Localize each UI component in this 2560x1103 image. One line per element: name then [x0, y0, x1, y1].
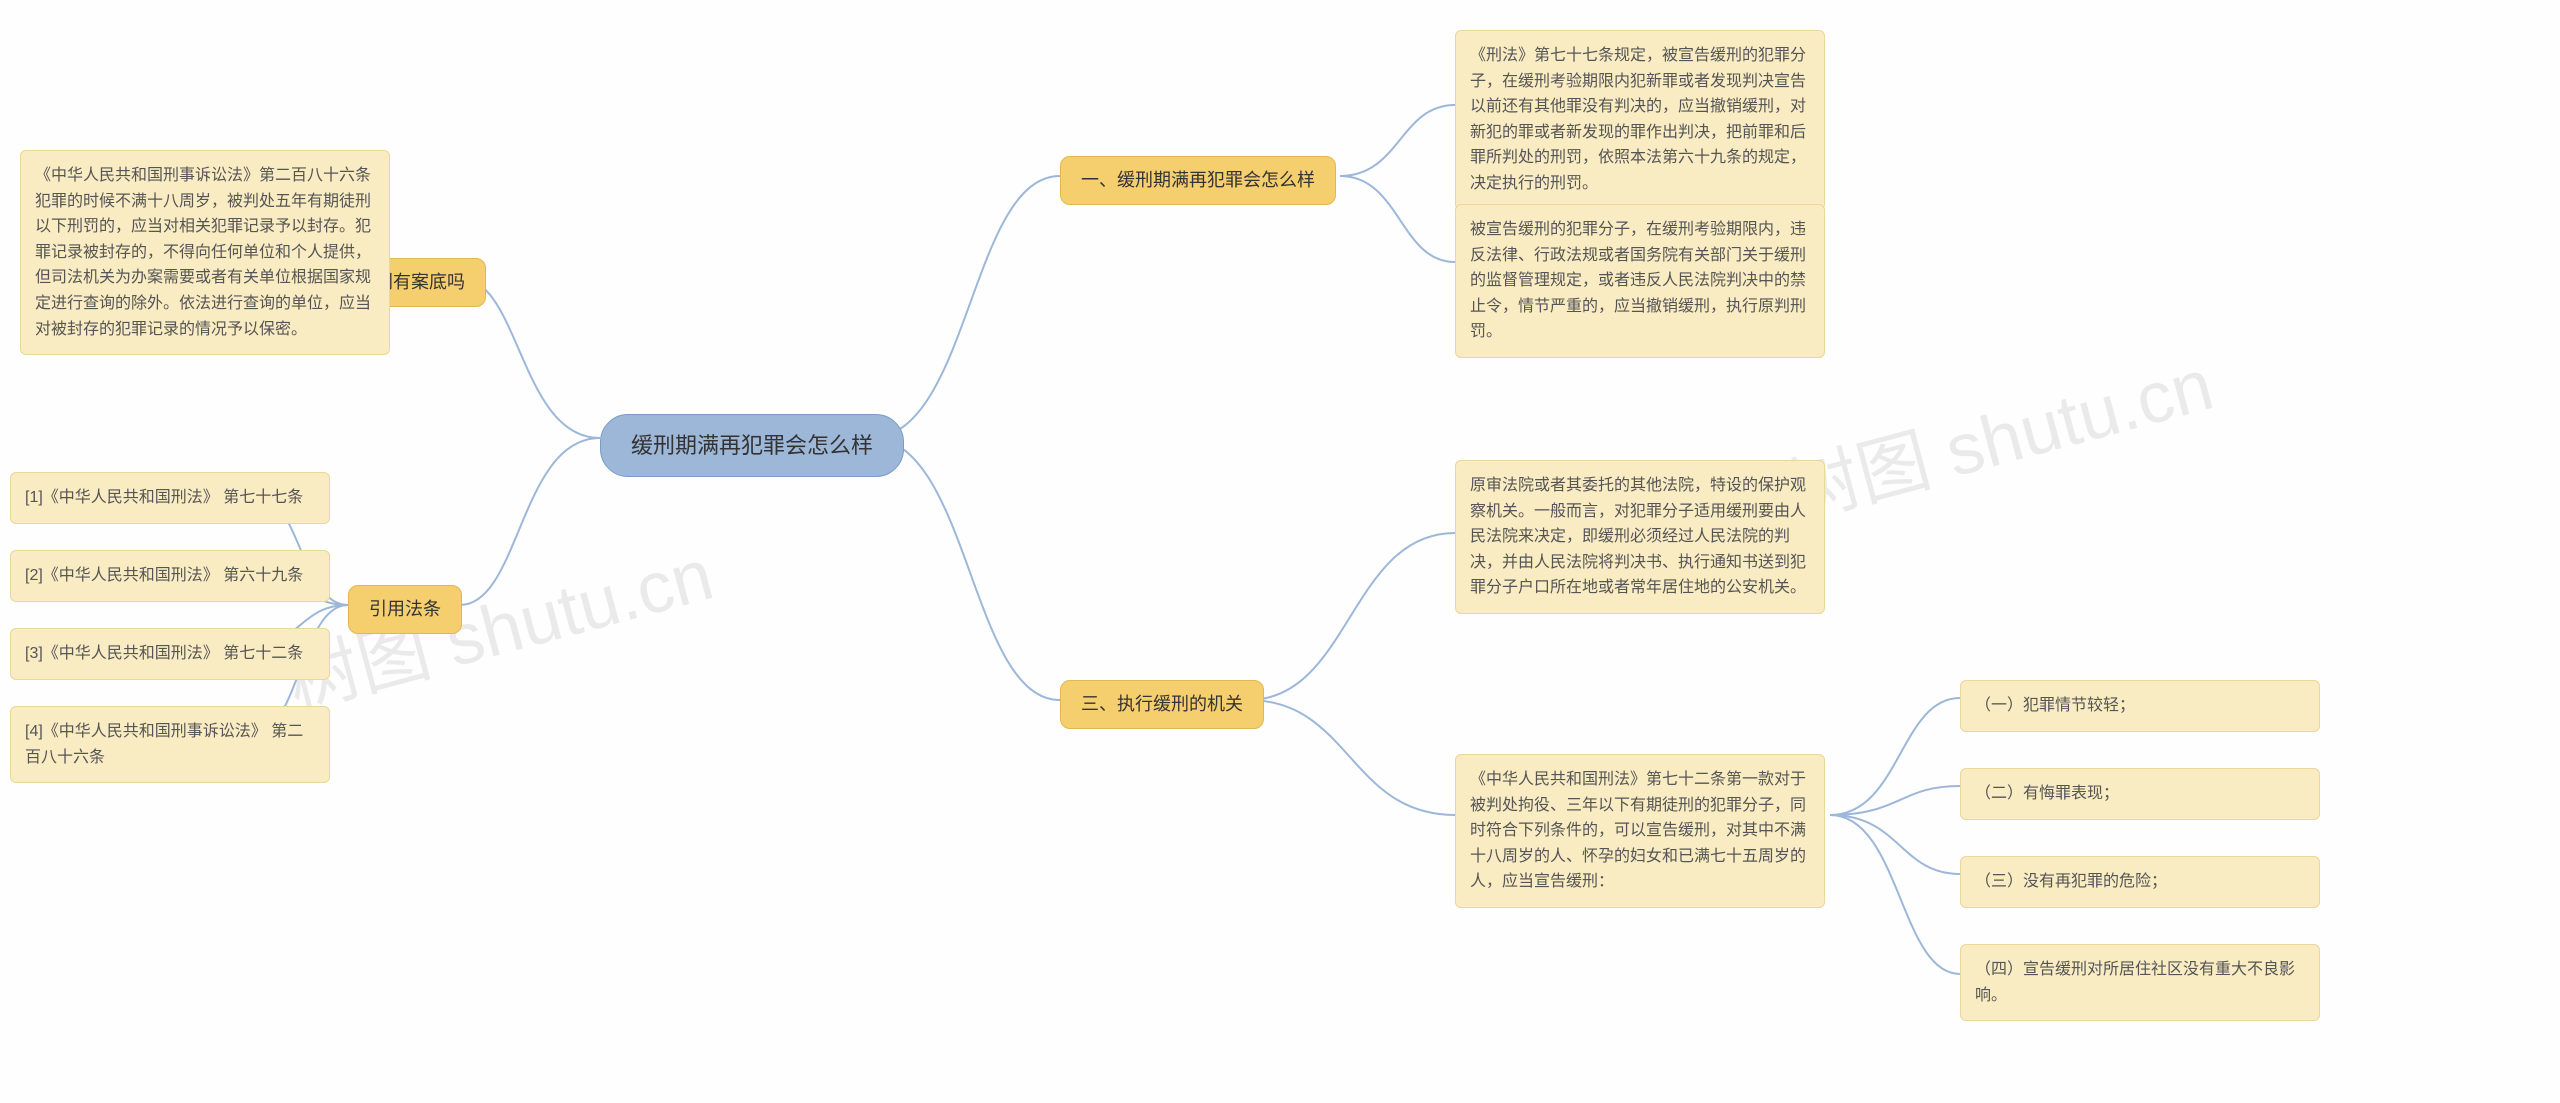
watermark-1: 树图 shutu.cn — [274, 515, 723, 729]
leaf-b2-1[interactable]: 《中华人民共和国刑事诉讼法》第二百八十六条犯罪的时候不满十八周岁，被判处五年有期… — [20, 150, 390, 355]
leaf-b3-2-4[interactable]: （四）宣告缓刑对所居住社区没有重大不良影响。 — [1960, 944, 2320, 1021]
leaf-b3-2-3[interactable]: （三）没有再犯罪的危险； — [1960, 856, 2320, 908]
branch-3[interactable]: 三、执行缓刑的机关 — [1060, 680, 1264, 729]
watermark-2: 树图 shutu.cn — [1774, 325, 2223, 539]
leaf-b1-1[interactable]: 《刑法》第七十七条规定，被宣告缓刑的犯罪分子，在缓刑考验期限内犯新罪或者发现判决… — [1455, 30, 1825, 210]
leaf-b3-2-1[interactable]: （一）犯罪情节较轻； — [1960, 680, 2320, 732]
leaf-b3-2-2[interactable]: （二）有悔罪表现； — [1960, 768, 2320, 820]
branch-4[interactable]: 引用法条 — [348, 585, 462, 634]
leaf-b3-2[interactable]: 《中华人民共和国刑法》第七十二条第一款对于被判处拘役、三年以下有期徒刑的犯罪分子… — [1455, 754, 1825, 908]
leaf-b3-1[interactable]: 原审法院或者其委托的其他法院，特设的保护观察机关。一般而言，对犯罪分子适用缓刑要… — [1455, 460, 1825, 614]
branch-1[interactable]: 一、缓刑期满再犯罪会怎么样 — [1060, 156, 1336, 205]
leaf-b4-3[interactable]: [3]《中华人民共和国刑法》 第七十二条 — [10, 628, 330, 680]
leaf-b4-1[interactable]: [1]《中华人民共和国刑法》 第七十七条 — [10, 472, 330, 524]
leaf-b4-4[interactable]: [4]《中华人民共和国刑事诉讼法》 第二百八十六条 — [10, 706, 330, 783]
leaf-b4-2[interactable]: [2]《中华人民共和国刑法》 第六十九条 — [10, 550, 330, 602]
leaf-b1-2[interactable]: 被宣告缓刑的犯罪分子，在缓刑考验期限内，违反法律、行政法规或者国务院有关部门关于… — [1455, 204, 1825, 358]
root-node[interactable]: 缓刑期满再犯罪会怎么样 — [600, 414, 904, 477]
